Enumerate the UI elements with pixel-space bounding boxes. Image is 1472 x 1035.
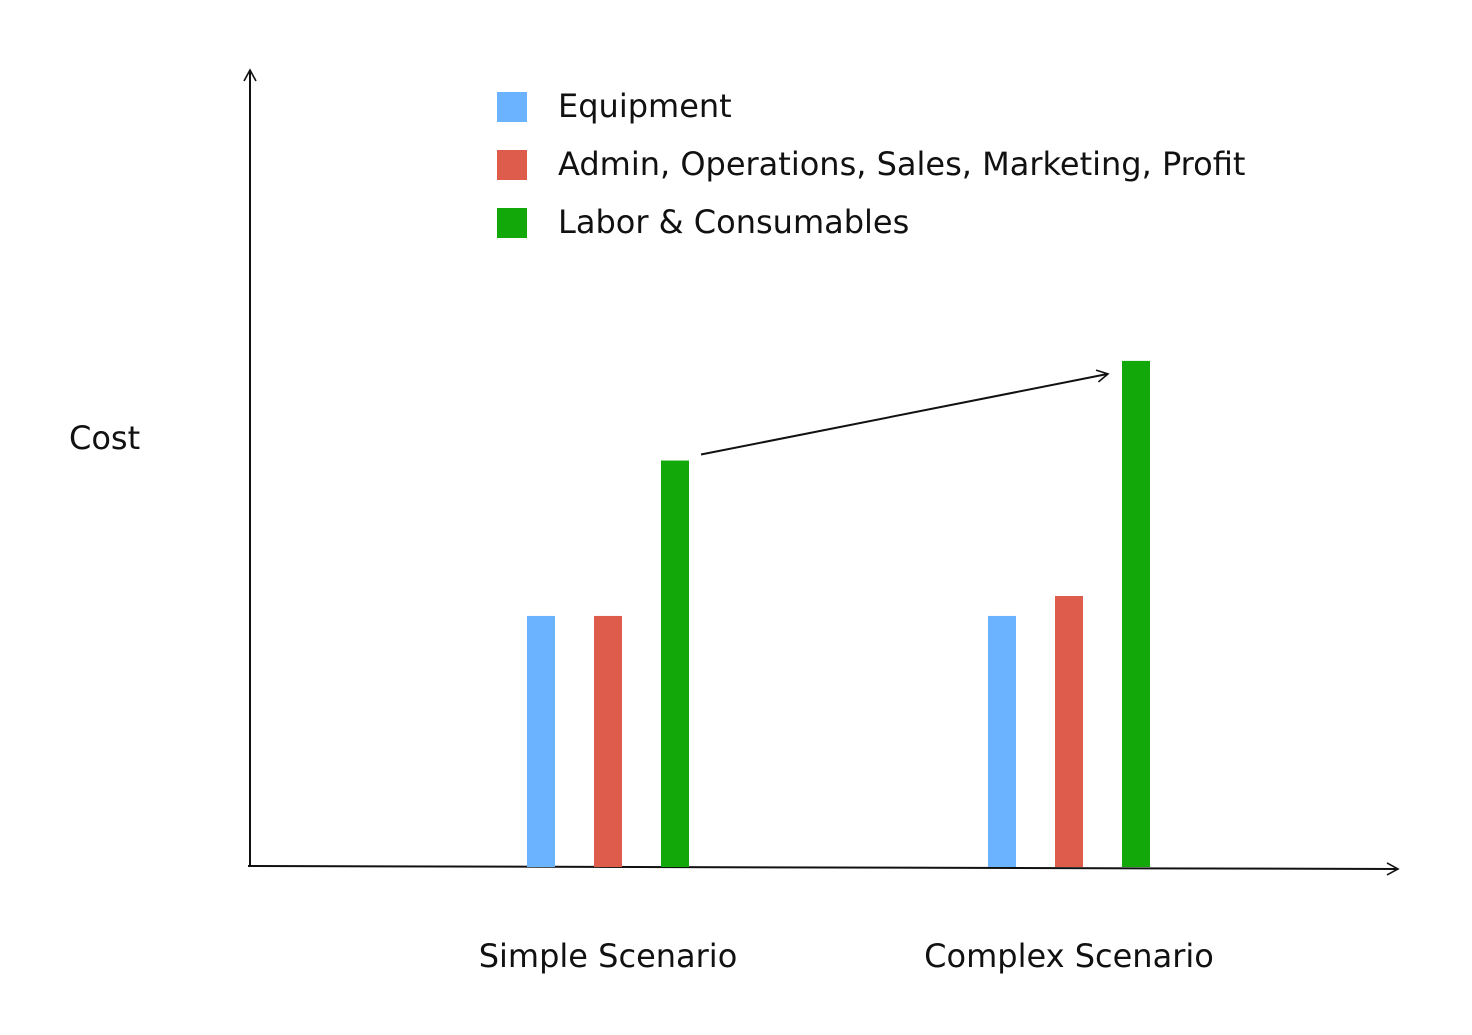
x-tick-label: Complex Scenario: [924, 937, 1214, 975]
legend-label: Admin, Operations, Sales, Marketing, Pro…: [558, 145, 1245, 183]
legend-label: Labor & Consumables: [558, 203, 909, 241]
bar: [594, 615, 622, 867]
bar: [1122, 360, 1150, 867]
bar: [988, 615, 1016, 867]
bar: [527, 615, 555, 867]
x-tick-label: Simple Scenario: [479, 937, 738, 975]
bar: [1055, 596, 1083, 867]
y-axis-label: Cost: [69, 419, 140, 457]
trend-arrow: [700, 369, 1110, 456]
legend-swatch: [497, 208, 527, 238]
legend-label: Equipment: [558, 87, 732, 125]
x-axis: [247, 862, 1400, 876]
bar: [661, 460, 689, 867]
legend-swatch: [497, 150, 527, 180]
legend-swatch: [497, 92, 527, 122]
